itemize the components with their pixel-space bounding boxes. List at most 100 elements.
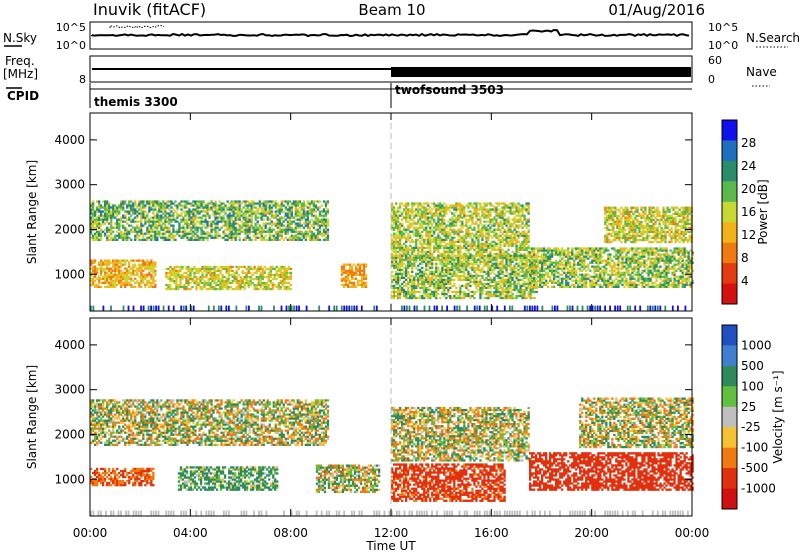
echo-cell xyxy=(483,212,486,215)
echo-cell xyxy=(268,204,271,207)
echo-cell xyxy=(511,210,514,213)
echo-cell xyxy=(312,210,315,213)
echo-cell xyxy=(277,281,280,285)
echo-cell xyxy=(469,262,472,265)
echo-cell xyxy=(433,218,436,221)
echo-cell xyxy=(415,296,418,300)
echo-cell xyxy=(485,278,488,281)
echo-cell xyxy=(198,226,201,229)
echo-cell xyxy=(411,238,414,241)
echo-cell xyxy=(148,285,151,288)
echo-cell xyxy=(294,212,297,215)
echo-cell xyxy=(166,238,169,241)
echo-cell xyxy=(132,263,135,266)
echo-cell xyxy=(283,269,286,273)
echo-cell xyxy=(215,277,218,281)
echo-cell xyxy=(266,200,269,203)
echo-cell xyxy=(413,284,416,288)
echo-cell xyxy=(312,204,315,207)
echo-cell xyxy=(110,238,113,241)
echo-cell xyxy=(489,230,492,233)
echo-cell xyxy=(459,228,462,231)
echo-cell xyxy=(96,208,99,211)
echo-cell xyxy=(175,283,178,287)
echo-cell xyxy=(239,279,242,283)
echo-cell xyxy=(237,287,240,291)
echo-cell xyxy=(203,285,206,289)
echo-cell xyxy=(423,226,426,229)
echo-cell xyxy=(272,234,275,237)
echo-cell xyxy=(507,284,510,288)
echo-cell xyxy=(415,212,418,215)
echo-cell xyxy=(423,254,426,257)
echo-cell xyxy=(439,204,442,207)
echo-cell xyxy=(435,208,438,211)
echo-cell xyxy=(481,206,484,209)
echo-cell xyxy=(513,288,516,292)
echo-cell xyxy=(467,292,470,296)
echo-cell xyxy=(237,285,240,289)
echo-cell xyxy=(461,264,464,267)
echo-cell xyxy=(213,277,216,281)
echo-cell xyxy=(94,271,97,274)
echo-cell xyxy=(391,258,394,261)
echo-cell xyxy=(453,260,456,263)
echo-cell xyxy=(477,212,480,215)
echo-cell xyxy=(441,258,444,262)
echo-cell xyxy=(457,216,460,219)
echo-cell xyxy=(314,222,317,225)
echo-cell xyxy=(320,204,324,207)
echo-cell xyxy=(433,282,436,286)
echo-cell xyxy=(427,262,430,265)
echo-cell xyxy=(271,267,274,271)
echo-cell xyxy=(407,228,410,231)
echo-cell xyxy=(441,292,444,296)
echo-cell xyxy=(90,212,93,215)
echo-cell xyxy=(136,206,139,209)
echo-cell xyxy=(116,261,119,264)
echo-cell xyxy=(156,232,159,235)
echo-cell xyxy=(399,246,402,249)
echo-cell xyxy=(425,234,428,237)
echo-cell xyxy=(308,228,311,231)
echo-cell xyxy=(188,216,191,219)
echo-cell xyxy=(138,220,141,223)
echo-cell xyxy=(527,258,530,262)
echo-cell xyxy=(457,214,460,217)
echo-cell xyxy=(509,208,512,211)
echo-cell xyxy=(483,250,486,253)
echo-cell xyxy=(230,218,233,221)
echo-cell xyxy=(435,296,438,300)
echo-cell xyxy=(130,208,133,211)
echo-cell xyxy=(479,278,482,281)
echo-cell xyxy=(473,292,476,296)
echo-cell xyxy=(413,204,416,207)
echo-cell xyxy=(118,271,121,274)
echo-cell xyxy=(306,200,309,203)
echo-cell xyxy=(268,234,271,237)
echo-cell xyxy=(118,204,121,207)
echo-cell xyxy=(485,240,488,243)
echo-cell xyxy=(497,242,500,245)
echo-cell xyxy=(268,232,271,235)
echo-cell xyxy=(260,210,263,213)
echo-cell xyxy=(362,285,366,288)
echo-cell xyxy=(271,283,274,287)
echo-cell xyxy=(181,275,184,279)
echo-cell xyxy=(441,232,444,235)
echo-cell xyxy=(197,277,200,281)
echo-cell xyxy=(201,267,204,271)
echo-cell xyxy=(306,232,309,235)
echo-cell xyxy=(519,274,522,277)
echo-cell xyxy=(439,224,442,227)
echo-cell xyxy=(162,232,165,235)
echo-cell xyxy=(405,252,408,256)
echo-cell xyxy=(407,208,410,211)
echo-cell xyxy=(288,218,291,221)
echo-cell xyxy=(186,210,189,213)
echo-cell xyxy=(481,228,484,231)
echo-cell xyxy=(519,288,522,292)
echo-cell xyxy=(465,236,468,239)
echo-cell xyxy=(192,232,195,235)
echo-cell xyxy=(509,224,512,227)
